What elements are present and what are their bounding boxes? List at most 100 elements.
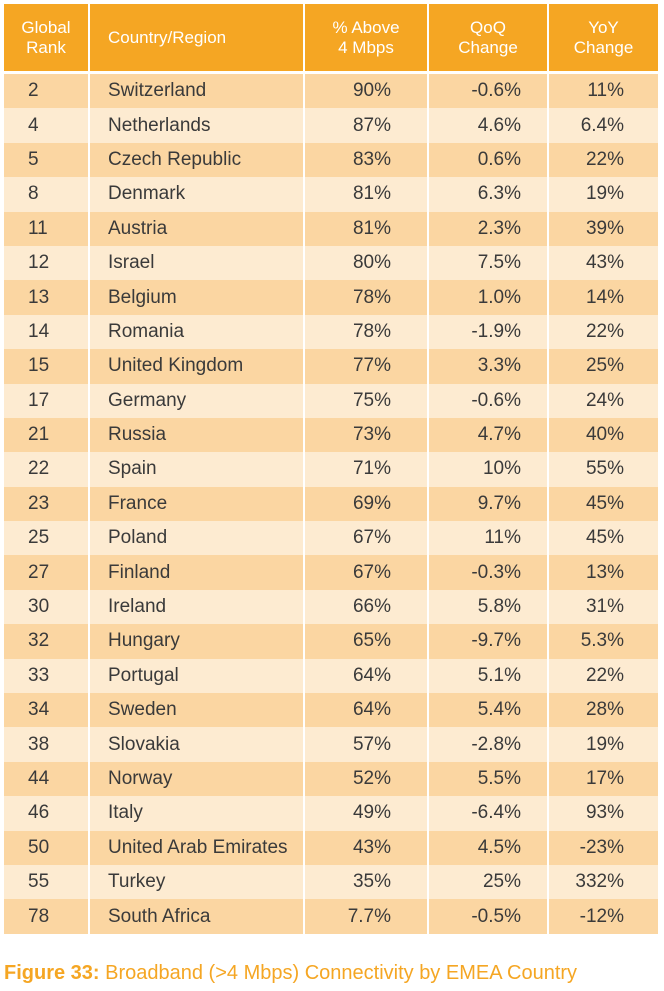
rank-cell: 33: [2, 658, 90, 694]
country-cell: Slovakia: [88, 727, 305, 762]
caption-label: Figure 33:: [4, 962, 100, 984]
yoy-change-cell: 22%: [547, 314, 660, 350]
yoy-change-cell: 332%: [547, 864, 660, 900]
header-pct-line2: 4 Mbps: [338, 37, 394, 57]
rank-cell: 44: [2, 761, 90, 797]
rank-cell: 2: [2, 72, 90, 109]
pct-above-cell: 64%: [303, 693, 429, 728]
country-cell: Spain: [88, 452, 305, 487]
qoq-change-cell: 0.6%: [427, 142, 549, 178]
country-cell: South Africa: [88, 899, 305, 934]
yoy-change-cell: 22%: [547, 658, 660, 694]
qoq-change-cell: 6.3%: [427, 177, 549, 212]
yoy-change-cell: -12%: [547, 899, 660, 934]
rank-cell: 78: [2, 899, 90, 934]
rank-cell: 32: [2, 624, 90, 659]
rank-cell: 13: [2, 280, 90, 315]
qoq-change-cell: 4.5%: [427, 830, 549, 865]
header-global-rank: Global Rank: [2, 4, 90, 74]
header-yoy-change: YoY Change: [547, 4, 660, 74]
figure-caption: Figure 33: Broadband (>4 Mbps) Connectiv…: [4, 962, 577, 985]
table-row: 50 United Arab Emirates 43% 4.5% -23%: [2, 830, 660, 865]
qoq-change-cell: 1.0%: [427, 280, 549, 315]
qoq-change-cell: 3.3%: [427, 349, 549, 384]
table-row: 27 Finland 67% -0.3% 13%: [2, 555, 660, 590]
pct-above-cell: 75%: [303, 383, 429, 418]
country-cell: Switzerland: [88, 72, 305, 109]
country-cell: Sweden: [88, 693, 305, 728]
yoy-change-cell: 17%: [547, 761, 660, 797]
table-row: 14 Romania 78% -1.9% 22%: [2, 314, 660, 350]
yoy-change-cell: 31%: [547, 589, 660, 625]
yoy-change-cell: 45%: [547, 486, 660, 522]
country-cell: Poland: [88, 521, 305, 556]
pct-above-cell: 87%: [303, 108, 429, 143]
country-cell: Czech Republic: [88, 142, 305, 178]
country-cell: Hungary: [88, 624, 305, 659]
country-cell: Romania: [88, 314, 305, 350]
pct-above-cell: 81%: [303, 211, 429, 246]
yoy-change-cell: 5.3%: [547, 624, 660, 659]
pct-above-cell: 65%: [303, 624, 429, 659]
pct-above-cell: 77%: [303, 349, 429, 384]
qoq-change-cell: -0.6%: [427, 383, 549, 418]
header-country-region: Country/Region: [88, 4, 305, 74]
pct-above-cell: 52%: [303, 761, 429, 797]
pct-above-cell: 71%: [303, 452, 429, 487]
qoq-change-cell: 11%: [427, 521, 549, 556]
rank-cell: 38: [2, 727, 90, 762]
country-cell: Finland: [88, 555, 305, 590]
country-cell: Portugal: [88, 658, 305, 694]
pct-above-cell: 83%: [303, 142, 429, 178]
yoy-change-cell: 25%: [547, 349, 660, 384]
rank-cell: 25: [2, 521, 90, 556]
qoq-change-cell: 5.5%: [427, 761, 549, 797]
header-pct-above: % Above 4 Mbps: [303, 4, 429, 74]
table-row: 33 Portugal 64% 5.1% 22%: [2, 658, 660, 694]
rank-cell: 22: [2, 452, 90, 487]
rank-cell: 5: [2, 142, 90, 178]
rank-cell: 21: [2, 417, 90, 453]
qoq-change-cell: -2.8%: [427, 727, 549, 762]
rank-cell: 50: [2, 830, 90, 865]
yoy-change-cell: 43%: [547, 245, 660, 281]
pct-above-cell: 67%: [303, 521, 429, 556]
rank-cell: 12: [2, 245, 90, 281]
country-cell: Netherlands: [88, 108, 305, 143]
country-cell: United Arab Emirates: [88, 830, 305, 865]
qoq-change-cell: -0.6%: [427, 72, 549, 109]
rank-cell: 11: [2, 211, 90, 246]
qoq-change-cell: 7.5%: [427, 245, 549, 281]
qoq-change-cell: -0.3%: [427, 555, 549, 590]
qoq-change-cell: 2.3%: [427, 211, 549, 246]
table-row: 38 Slovakia 57% -2.8% 19%: [2, 727, 660, 762]
header-country-text: Country/Region: [108, 27, 227, 47]
pct-above-cell: 57%: [303, 727, 429, 762]
yoy-change-cell: 6.4%: [547, 108, 660, 143]
rank-cell: 34: [2, 693, 90, 728]
yoy-change-cell: -23%: [547, 830, 660, 865]
table-row: 32 Hungary 65% -9.7% 5.3%: [2, 624, 660, 659]
country-cell: Italy: [88, 796, 305, 831]
yoy-change-cell: 14%: [547, 280, 660, 315]
qoq-change-cell: -0.5%: [427, 899, 549, 934]
country-cell: Russia: [88, 417, 305, 453]
yoy-change-cell: 22%: [547, 142, 660, 178]
pct-above-cell: 49%: [303, 796, 429, 831]
yoy-change-cell: 19%: [547, 727, 660, 762]
rank-cell: 4: [2, 108, 90, 143]
header-rank-line1: Global: [21, 17, 71, 37]
qoq-change-cell: -1.9%: [427, 314, 549, 350]
header-rank-line2: Rank: [26, 37, 66, 57]
country-cell: Israel: [88, 245, 305, 281]
connectivity-table: Global Rank Country/Region % Above 4 Mbps …: [2, 4, 660, 934]
pct-above-cell: 73%: [303, 417, 429, 453]
header-row: Global Rank Country/Region % Above 4 Mbps …: [2, 4, 660, 74]
table-row: 30 Ireland 66% 5.8% 31%: [2, 589, 660, 625]
pct-above-cell: 7.7%: [303, 899, 429, 934]
header-yoy-line1: YoY: [588, 17, 619, 37]
table-row: 44 Norway 52% 5.5% 17%: [2, 761, 660, 797]
qoq-change-cell: 4.6%: [427, 108, 549, 143]
yoy-change-cell: 39%: [547, 211, 660, 246]
table-row: 11 Austria 81% 2.3% 39%: [2, 211, 660, 246]
